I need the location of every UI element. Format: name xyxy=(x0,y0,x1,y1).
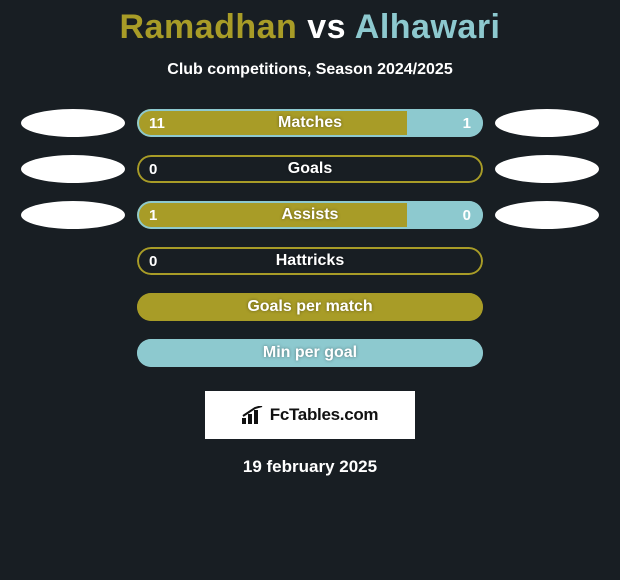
left-spacer xyxy=(21,247,125,275)
player1-name: Ramadhan xyxy=(119,8,297,46)
left-spacer xyxy=(21,339,125,367)
source-badge-text: FcTables.com xyxy=(270,405,379,425)
stat-value-left: 0 xyxy=(149,247,157,275)
left-ellipse xyxy=(21,109,125,137)
page-title: Ramadhan vs Alhawari xyxy=(0,8,620,47)
stat-value-left: 11 xyxy=(149,109,165,137)
stat-row: Goals0 xyxy=(0,155,620,183)
stat-label: Assists xyxy=(137,201,483,229)
stat-label: Goals per match xyxy=(137,293,483,321)
subtitle: Club competitions, Season 2024/2025 xyxy=(0,61,620,79)
stat-value-right: 1 xyxy=(463,109,471,137)
stat-bar: Assists1 0 xyxy=(137,201,483,229)
stats-list: Matches111Goals0Assists10Hattricks0Goals… xyxy=(0,109,620,367)
right-spacer xyxy=(495,339,599,367)
chart-icon xyxy=(242,406,264,424)
stat-bar: Goals per match xyxy=(137,293,483,321)
stat-value-left: 1 xyxy=(149,201,157,229)
stat-label: Min per goal xyxy=(137,339,483,367)
right-spacer xyxy=(495,293,599,321)
comparison-card: Ramadhan vs Alhawari Club competitions, … xyxy=(0,0,620,580)
date-text: 19 february 2025 xyxy=(0,457,620,477)
stat-row: Assists1 0 xyxy=(0,201,620,229)
player2-name: Alhawari xyxy=(355,8,501,46)
stat-value-right: 0 xyxy=(463,201,471,229)
stat-row: Matches111 xyxy=(0,109,620,137)
stat-label: Hattricks xyxy=(137,247,483,275)
stat-row: Goals per match xyxy=(0,293,620,321)
stat-bar: Goals0 xyxy=(137,155,483,183)
right-spacer xyxy=(495,247,599,275)
stat-row: Min per goal xyxy=(0,339,620,367)
stat-row: Hattricks0 xyxy=(0,247,620,275)
left-ellipse xyxy=(21,155,125,183)
stat-bar: Matches111 xyxy=(137,109,483,137)
stat-bar: Hattricks0 xyxy=(137,247,483,275)
right-ellipse xyxy=(495,155,599,183)
left-ellipse xyxy=(21,201,125,229)
vs-text: vs xyxy=(307,8,346,46)
stat-bar: Min per goal xyxy=(137,339,483,367)
right-ellipse xyxy=(495,109,599,137)
source-badge: FcTables.com xyxy=(205,391,415,439)
left-spacer xyxy=(21,293,125,321)
right-ellipse xyxy=(495,201,599,229)
stat-label: Matches xyxy=(137,109,483,137)
stat-label: Goals xyxy=(137,155,483,183)
stat-value-left: 0 xyxy=(149,155,157,183)
